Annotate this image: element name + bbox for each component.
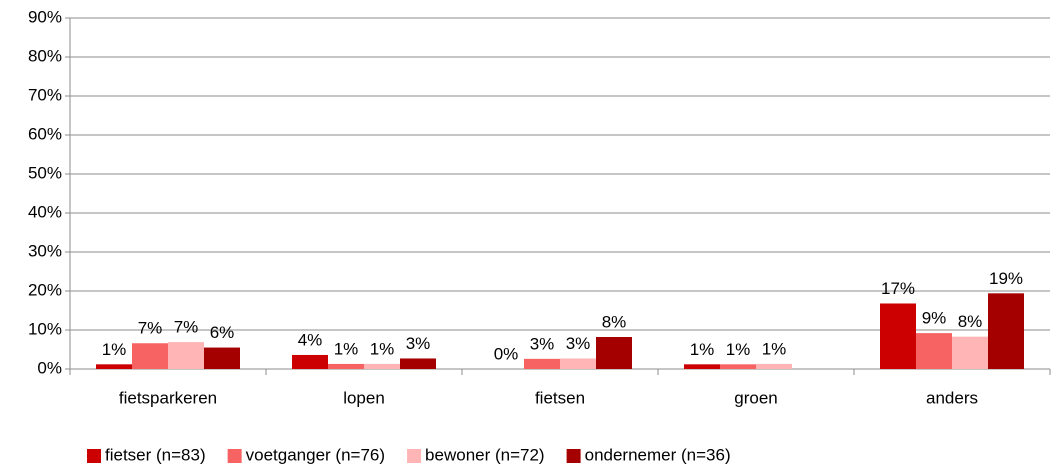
y-tick-label: 10%: [28, 319, 62, 338]
x-tick-label: groen: [734, 388, 777, 407]
legend-label: voetganger (n=76): [246, 445, 385, 464]
y-tick-label: 80%: [28, 46, 62, 65]
legend-label: bewoner (n=72): [425, 445, 545, 464]
y-tick-label: 50%: [28, 163, 62, 182]
y-tick-label: 40%: [28, 202, 62, 221]
bar: [400, 358, 436, 369]
bar: [524, 358, 560, 369]
x-tick-label: lopen: [343, 388, 385, 407]
bar: [880, 303, 916, 369]
bar: [952, 336, 988, 369]
bar: [988, 293, 1024, 369]
value-label: 1%: [102, 340, 127, 359]
bar: [292, 354, 328, 369]
value-label: 0%: [494, 344, 519, 363]
value-label: 1%: [726, 340, 751, 359]
value-label: 3%: [530, 334, 555, 353]
legend-label: ondernemer (n=36): [585, 445, 731, 464]
legend-swatch: [566, 449, 581, 463]
value-label: 1%: [370, 339, 395, 358]
bar: [132, 343, 168, 369]
legend-swatch: [87, 449, 101, 463]
bar: [756, 363, 792, 369]
bar: [560, 358, 596, 369]
y-tick-label: 60%: [28, 124, 62, 143]
value-label: 4%: [298, 330, 323, 349]
bar: [96, 364, 132, 369]
y-tick-label: 20%: [28, 280, 62, 299]
value-label: 1%: [334, 339, 359, 358]
bar: [168, 342, 204, 369]
y-tick-label: 30%: [28, 241, 62, 260]
y-tick-label: 90%: [28, 7, 62, 26]
value-label: 9%: [922, 309, 947, 328]
value-label: 17%: [881, 279, 915, 298]
bar: [204, 347, 240, 369]
bar: [720, 364, 756, 369]
x-tick-label: fietsen: [535, 388, 585, 407]
bar: [328, 363, 364, 369]
x-tick-label: fietsparkeren: [119, 388, 217, 407]
value-label: 3%: [406, 334, 431, 353]
value-label: 6%: [210, 323, 235, 342]
value-label: 7%: [174, 318, 199, 337]
value-label: 19%: [989, 269, 1023, 288]
bar: [684, 364, 720, 369]
y-tick-label: 70%: [28, 85, 62, 104]
value-label: 8%: [958, 312, 983, 331]
value-label: 7%: [138, 319, 163, 338]
legend-label: fietser (n=83): [105, 445, 206, 464]
legend-swatch: [407, 449, 422, 463]
value-label: 3%: [566, 334, 591, 353]
value-label: 1%: [762, 339, 787, 358]
bar: [364, 363, 400, 369]
legend-swatch: [227, 449, 242, 463]
x-tick-label: anders: [926, 388, 978, 407]
bar: [596, 337, 632, 369]
y-tick-label: 0%: [37, 358, 62, 377]
value-label: 1%: [690, 340, 715, 359]
bar: [916, 333, 952, 369]
value-label: 8%: [602, 313, 627, 332]
